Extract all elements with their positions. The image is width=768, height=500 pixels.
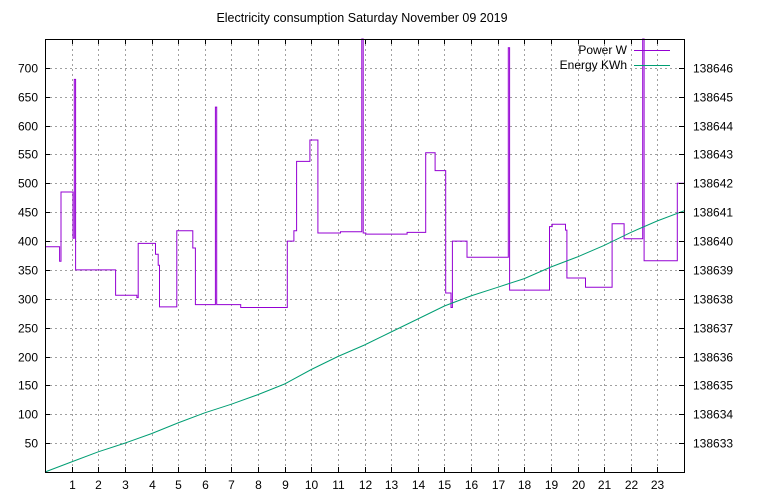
x-tick-label: 18	[518, 478, 532, 492]
y2-tick-label: 138635	[693, 379, 733, 393]
y-tick-label: 500	[18, 177, 38, 191]
y-tick-label: 700	[18, 62, 38, 76]
grid	[45, 39, 684, 472]
x-tick-label: 14	[412, 478, 426, 492]
y-tick-label: 450	[18, 206, 38, 220]
series-line-1	[45, 38, 684, 308]
y-tick-label: 50	[25, 437, 39, 451]
y2-tick-label: 138633	[693, 437, 733, 451]
y-tick-label: 150	[18, 379, 38, 393]
x-tick-label: 7	[228, 478, 235, 492]
x-tick-label: 11	[332, 478, 345, 492]
y-tick-label: 600	[18, 120, 38, 134]
x-tick-label: 17	[492, 478, 506, 492]
y-tick-label: 350	[18, 264, 38, 278]
x-tick-label: 16	[465, 478, 479, 492]
y-tick-label: 300	[18, 293, 38, 307]
x-tick-label: 19	[545, 478, 559, 492]
x-tick-label: 12	[359, 478, 373, 492]
y2-tick-label: 138646	[693, 62, 733, 76]
x-tick-label: 9	[282, 478, 289, 492]
legend-label: Energy KWh	[560, 58, 627, 72]
x-tick-label: 21	[598, 478, 612, 492]
y2-tick-label: 138638	[693, 293, 733, 307]
y2-tick-label: 138639	[693, 264, 733, 278]
x-tick-label: 15	[438, 478, 452, 492]
x-tick-label: 10	[305, 478, 319, 492]
y2-tick-label: 138642	[693, 177, 733, 191]
x-tick-label: 5	[175, 478, 182, 492]
y2-tick-label: 138645	[693, 91, 733, 105]
y2-tick-label: 138637	[693, 322, 733, 336]
chart-title: Electricity consumption Saturday Novembe…	[216, 11, 507, 25]
x-tick-label: 1	[69, 478, 76, 492]
y-tick-label: 100	[18, 408, 38, 422]
y2-tick-label: 138641	[693, 206, 733, 220]
x-tick-label: 6	[202, 478, 209, 492]
x-tick-label: 23	[651, 478, 665, 492]
y-tick-label: 400	[18, 235, 38, 249]
series-layer	[44, 38, 685, 473]
axes: 1 2 3 4 5 6 7 8 9 10 11 12 13 14 15 16 17 18 19 20 21 22 23501…	[18, 39, 733, 492]
y2-tick-label: 138634	[693, 408, 733, 422]
x-tick-label: 13	[385, 478, 399, 492]
y2-tick-label: 138640	[693, 235, 733, 249]
y-tick-label: 650	[18, 91, 38, 105]
x-tick-label: 3	[122, 478, 129, 492]
y2-tick-label: 138643	[693, 148, 733, 162]
legend-label: Power W	[578, 43, 627, 57]
y2-tick-label: 138644	[693, 120, 733, 134]
x-tick-label: 2	[95, 478, 102, 492]
x-tick-label: 4	[149, 478, 156, 492]
y-tick-label: 550	[18, 148, 38, 162]
x-tick-label: 20	[572, 478, 586, 492]
y-tick-label: 200	[18, 351, 38, 365]
series-line-2	[44, 210, 685, 473]
y2-tick-label: 138636	[693, 351, 733, 365]
x-tick-label: 22	[625, 478, 639, 492]
y-tick-label: 250	[18, 322, 38, 336]
x-tick-label: 8	[255, 478, 262, 492]
